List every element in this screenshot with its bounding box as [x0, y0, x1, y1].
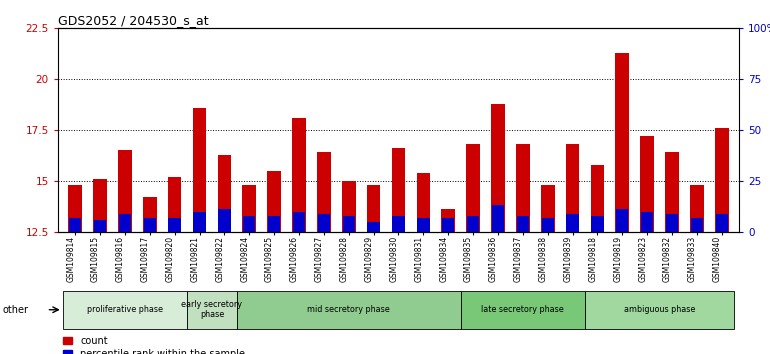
- Bar: [93, 179, 107, 232]
- Bar: [442, 218, 454, 232]
- Bar: [715, 213, 728, 232]
- Bar: [69, 185, 82, 216]
- Bar: [93, 179, 107, 218]
- Bar: [243, 216, 256, 232]
- Bar: [62, 291, 187, 329]
- Bar: [318, 213, 330, 232]
- Bar: [691, 218, 703, 232]
- Bar: [591, 216, 604, 232]
- Bar: [467, 144, 480, 213]
- Bar: [343, 216, 355, 232]
- Bar: [491, 104, 505, 203]
- Bar: [591, 165, 604, 232]
- Bar: [187, 291, 237, 329]
- Bar: [460, 291, 585, 329]
- Bar: [690, 185, 704, 216]
- Bar: [715, 128, 728, 211]
- Bar: [641, 211, 653, 232]
- Bar: [342, 181, 356, 232]
- Bar: [119, 213, 131, 232]
- Bar: [492, 205, 504, 232]
- Bar: [292, 118, 306, 210]
- Legend: count, percentile rank within the sample: count, percentile rank within the sample: [62, 336, 245, 354]
- Bar: [491, 104, 505, 232]
- Bar: [585, 291, 735, 329]
- Bar: [192, 108, 206, 210]
- Bar: [392, 148, 405, 232]
- Bar: [267, 171, 281, 232]
- Bar: [615, 53, 629, 232]
- Text: late secretory phase: late secretory phase: [481, 305, 564, 314]
- Bar: [566, 144, 579, 232]
- Bar: [268, 216, 280, 232]
- Bar: [690, 185, 704, 232]
- Bar: [417, 173, 430, 232]
- Bar: [417, 173, 430, 216]
- Bar: [192, 108, 206, 232]
- Bar: [237, 291, 460, 329]
- Bar: [441, 210, 455, 232]
- Bar: [243, 185, 256, 232]
- Bar: [293, 211, 305, 232]
- Bar: [666, 213, 678, 232]
- Bar: [118, 150, 132, 211]
- Text: other: other: [2, 305, 28, 315]
- Bar: [566, 144, 579, 211]
- Bar: [168, 177, 182, 232]
- Bar: [94, 219, 106, 232]
- Bar: [615, 53, 629, 207]
- Bar: [317, 153, 330, 211]
- Bar: [591, 165, 604, 213]
- Bar: [243, 185, 256, 213]
- Bar: [367, 185, 380, 219]
- Bar: [317, 153, 330, 232]
- Bar: [267, 171, 281, 213]
- Bar: [218, 154, 231, 232]
- Bar: [665, 153, 679, 232]
- Bar: [567, 213, 579, 232]
- Bar: [516, 144, 530, 232]
- Bar: [193, 211, 206, 232]
- Text: GDS2052 / 204530_s_at: GDS2052 / 204530_s_at: [58, 14, 209, 27]
- Bar: [517, 216, 529, 232]
- Bar: [417, 218, 430, 232]
- Bar: [541, 218, 554, 232]
- Bar: [69, 185, 82, 232]
- Bar: [467, 216, 479, 232]
- Bar: [516, 144, 530, 213]
- Bar: [467, 144, 480, 232]
- Bar: [69, 218, 82, 232]
- Bar: [144, 218, 156, 232]
- Bar: [367, 185, 380, 232]
- Bar: [168, 177, 182, 216]
- Bar: [665, 153, 679, 211]
- Bar: [143, 197, 156, 216]
- Bar: [143, 197, 156, 232]
- Bar: [218, 210, 230, 232]
- Bar: [541, 185, 554, 216]
- Text: proliferative phase: proliferative phase: [87, 305, 163, 314]
- Bar: [541, 185, 554, 232]
- Bar: [169, 218, 181, 232]
- Bar: [393, 216, 404, 232]
- Bar: [715, 128, 728, 232]
- Bar: [641, 136, 654, 232]
- Bar: [367, 222, 380, 232]
- Bar: [292, 118, 306, 232]
- Text: mid secretory phase: mid secretory phase: [307, 305, 390, 314]
- Bar: [218, 154, 231, 207]
- Bar: [118, 150, 132, 232]
- Bar: [342, 181, 356, 213]
- Bar: [641, 136, 654, 210]
- Bar: [392, 148, 405, 213]
- Text: early secretory
phase: early secretory phase: [182, 300, 243, 319]
- Bar: [616, 210, 628, 232]
- Text: ambiguous phase: ambiguous phase: [624, 305, 695, 314]
- Bar: [441, 210, 455, 216]
